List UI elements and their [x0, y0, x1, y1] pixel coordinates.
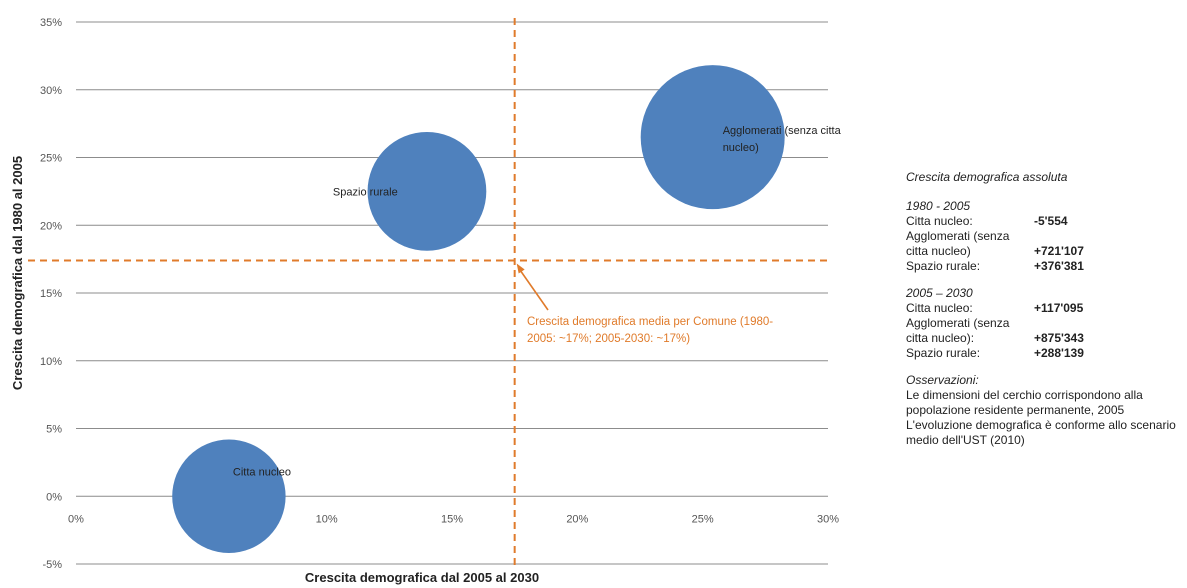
- y-tick-label: 5%: [46, 424, 62, 436]
- annotation-arrow: [519, 269, 549, 311]
- bubble-chart: -5% 0% 5% 10% 15% 20% 25% 30% 35% 0% 5% 10% 15% 20% 2…: [10, 17, 842, 585]
- legend-row-label: Spazio rurale:: [906, 346, 981, 360]
- y-tick-labels: -5% 0% 5% 10% 15% 20% 25% 30% 35%: [40, 17, 62, 571]
- absolute-growth-legend: Crescita demografica assoluta 1980 - 200…: [906, 170, 1181, 448]
- y-tick-label: 20%: [40, 220, 62, 232]
- bubble-labels: Citta nucleo Spazio rurale Agglomerati (se…: [233, 125, 842, 478]
- y-axis-title: Crescita demografica dal 1980 al 2005: [10, 156, 25, 390]
- legend-row: Citta nucleo: +117'095: [906, 301, 1181, 316]
- legend-row-label: Spazio rurale:: [906, 259, 981, 273]
- x-tick-label: 30%: [817, 513, 839, 525]
- bubble: [640, 65, 785, 210]
- y-tick-label: 35%: [40, 17, 62, 29]
- legend-row: Agglomerati (senza citta nucleo) +721'10…: [906, 229, 1181, 259]
- notes-title: Osservazioni:: [906, 373, 979, 387]
- legend-row: Spazio rurale: +376'381: [906, 259, 1181, 274]
- bubble-label: Citta nucleo: [233, 466, 291, 478]
- note: L'evoluzione demografica è conforme allo…: [906, 418, 1176, 447]
- reference-lines: [28, 18, 828, 568]
- legend-row-label: Agglomerati (senza citta nucleo): [906, 229, 1010, 258]
- period2-heading: 2005 – 2030: [906, 286, 973, 300]
- y-tick-label: 15%: [40, 288, 62, 300]
- y-tick-label: -5%: [42, 559, 62, 571]
- legend-row: Spazio rurale: +288'139: [906, 346, 1181, 361]
- legend-row-label: Agglomerati (senza citta nucleo):: [906, 316, 1010, 345]
- reference-annotation: Crescita demografica media per Comune (1…: [516, 263, 773, 345]
- legend-row-value: +288'139: [1034, 346, 1084, 360]
- x-tick-label: 25%: [692, 513, 714, 525]
- y-tick-label: 0%: [46, 491, 62, 503]
- legend-row-label: Citta nucleo:: [906, 214, 973, 228]
- annotation-text: Crescita demografica media per Comune (1…: [527, 316, 773, 328]
- annotation-text: 2005: ~17%; 2005-2030: ~17%): [527, 333, 690, 345]
- period1-heading: 1980 - 2005: [906, 199, 971, 213]
- x-axis-title: Crescita demografica dal 2005 al 2030: [305, 570, 539, 585]
- legend-row-value: +721'107: [1034, 244, 1084, 258]
- legend-row-value: +117'095: [1034, 301, 1084, 315]
- y-tick-label: 10%: [40, 356, 62, 368]
- period2-rows: Citta nucleo: +117'095 Agglomerati (senz…: [906, 301, 1181, 361]
- period1-rows: Citta nucleo: -5'554 Agglomerati (senza …: [906, 214, 1181, 274]
- legend-row-value: +376'381: [1034, 259, 1084, 273]
- x-tick-label: 10%: [316, 513, 338, 525]
- bubble: [367, 132, 487, 251]
- bubble-label: nucleo): [723, 142, 759, 154]
- x-tick-label: 15%: [441, 513, 463, 525]
- y-tick-label: 25%: [40, 153, 62, 165]
- bubble-label: Agglomerati (senza citta: [723, 125, 842, 137]
- note: Le dimensioni del cerchio corrispondono …: [906, 388, 1143, 417]
- x-tick-label: 20%: [566, 513, 588, 525]
- bubbles: [172, 65, 785, 553]
- arrow-head: [516, 263, 525, 274]
- bubble: [172, 439, 286, 553]
- legend-row-label: Citta nucleo:: [906, 301, 973, 315]
- legend-row: Citta nucleo: -5'554: [906, 214, 1181, 229]
- bubble-label: Spazio rurale: [333, 186, 398, 198]
- legend-row-value: +875'343: [1034, 331, 1084, 345]
- y-tick-label: 30%: [40, 85, 62, 97]
- legend-row-value: -5'554: [1034, 214, 1068, 228]
- x-tick-label: 0%: [68, 513, 84, 525]
- legend-row: Agglomerati (senza citta nucleo): +875'3…: [906, 316, 1181, 346]
- legend-title: Crescita demografica assoluta: [906, 170, 1068, 184]
